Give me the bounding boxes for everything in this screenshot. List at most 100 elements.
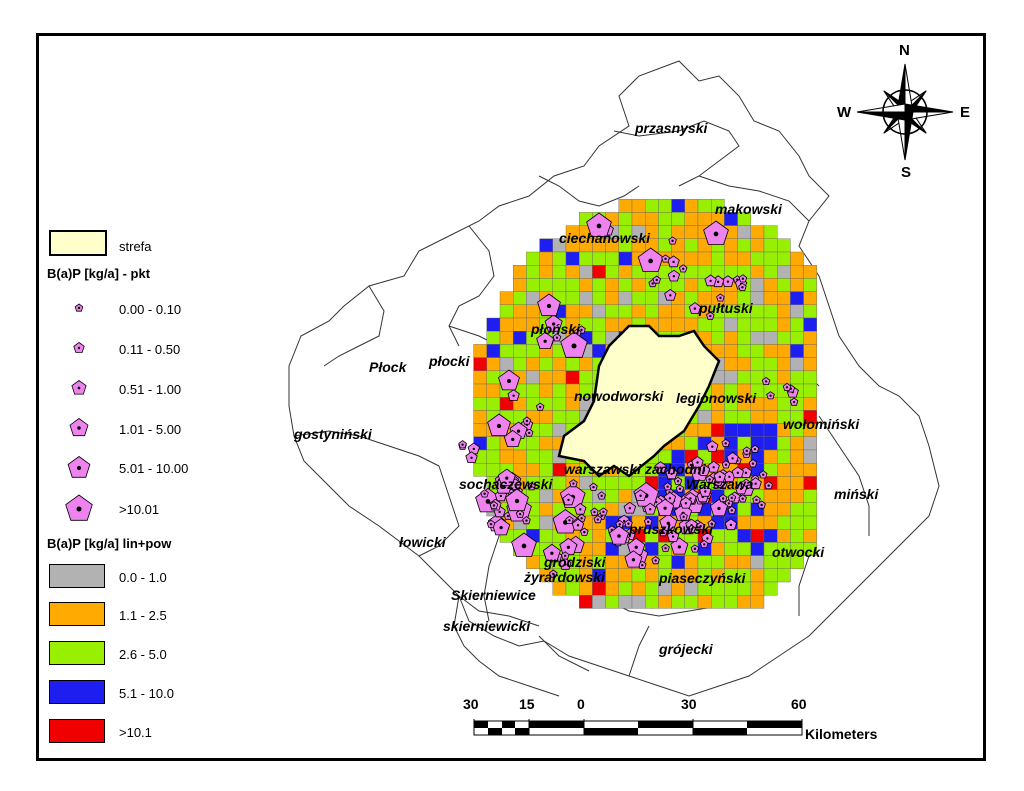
emission-point [679, 496, 693, 509]
emission-point [586, 212, 612, 237]
emission-point [738, 494, 747, 503]
map-frame: przasnyski makowski ciechanowski płoński puł… [36, 33, 986, 761]
grid-cell [658, 555, 672, 569]
grid-cell [711, 529, 725, 543]
grid-cell [473, 344, 488, 358]
grid-cell [790, 304, 804, 319]
grid-cell [605, 251, 619, 266]
grid-cell [777, 317, 791, 332]
grid-cell [671, 317, 685, 332]
grid-cell [552, 357, 567, 372]
region-label-skierniewice: Skierniewice [451, 587, 536, 603]
grid-cell [565, 410, 580, 424]
grid-cell [526, 555, 540, 569]
grid-cell [763, 436, 778, 451]
grid-cell [803, 529, 817, 543]
grid-cell [618, 212, 633, 226]
grid-cell [579, 304, 593, 319]
grid-cell [605, 304, 619, 319]
emission-point [718, 494, 728, 503]
legend-point-class-4: 1.01 - 5.00 [119, 422, 182, 437]
grid-cell [499, 344, 514, 358]
region-label-makowski: makowski [715, 201, 782, 217]
grid-cell [605, 489, 619, 504]
grid-cell [763, 331, 778, 345]
emission-point [697, 464, 711, 476]
emission-point [571, 518, 585, 531]
district-outline [538, 635, 590, 672]
emission-point [536, 331, 555, 349]
grid-cell [750, 251, 765, 266]
grid-cell [658, 304, 672, 319]
grid-cell [697, 198, 712, 213]
grid-cell [618, 568, 633, 583]
grid-cell [763, 423, 778, 438]
legend-point-class-3: 0.51 - 1.00 [119, 382, 182, 397]
grid-cell [711, 423, 725, 438]
district-outline [293, 430, 440, 467]
grid-cell [486, 397, 501, 411]
grid-cell [763, 344, 778, 358]
grid-cell [658, 595, 672, 609]
emission-point [637, 247, 664, 272]
grid-cell [777, 489, 791, 504]
emission-point [465, 451, 478, 464]
grid-cell [539, 370, 554, 385]
region-label-sochaczewski: sochaczewski [459, 476, 553, 492]
emission-point [489, 501, 499, 510]
grid-cell [605, 291, 619, 306]
region-label-ciechanowski: ciechanowski [559, 230, 651, 246]
grid-cell [737, 317, 751, 332]
emission-point [663, 482, 672, 491]
grid-cell [539, 436, 554, 451]
grid-cell [513, 344, 527, 358]
grid-cell [790, 489, 804, 504]
grid-cell [697, 410, 712, 424]
emission-point [665, 467, 678, 480]
grid-cell [777, 568, 791, 583]
grid-cell [790, 529, 804, 543]
compass-e: E [960, 104, 971, 121]
scale-unit: Kilometers [805, 726, 878, 742]
grid-cell [486, 436, 501, 451]
grid-cell [750, 568, 765, 583]
grid-cell [724, 317, 738, 332]
grid-cell [618, 278, 633, 292]
grid-cell [803, 291, 817, 306]
grid-cell [658, 317, 672, 332]
emission-point [597, 491, 606, 500]
emission-point [560, 551, 570, 560]
grid-cell [618, 581, 633, 596]
emission-point [750, 444, 760, 453]
grid-cell [539, 449, 554, 464]
grid-cell [592, 529, 606, 543]
grid-cell [684, 238, 699, 253]
grid-cell [724, 344, 738, 358]
grid-cell [526, 436, 540, 451]
grid-cell [750, 238, 765, 253]
grid-cell [684, 317, 699, 332]
grid-cell [565, 264, 580, 279]
grid-cell [618, 304, 633, 319]
emission-point [552, 333, 562, 342]
grid-cell [486, 449, 501, 464]
emission-point [515, 509, 525, 518]
region-label-grojecki: grójecki [659, 641, 713, 657]
grid-cell [803, 278, 817, 292]
grid-cell [737, 331, 751, 345]
district-outline [323, 285, 385, 367]
grid-cell [658, 225, 672, 240]
emission-point [738, 274, 748, 283]
emission-point [480, 489, 489, 498]
grid-cell [724, 542, 738, 556]
grid-cell [763, 304, 778, 319]
grid-cell [526, 463, 540, 477]
emission-point [522, 416, 532, 425]
grid-cell [618, 264, 633, 279]
grid-cell [763, 489, 778, 504]
grid-cell [631, 595, 646, 609]
emission-point [458, 440, 467, 449]
emission-point [659, 513, 678, 531]
grid-cell [592, 264, 606, 279]
grid-cell [539, 278, 554, 292]
